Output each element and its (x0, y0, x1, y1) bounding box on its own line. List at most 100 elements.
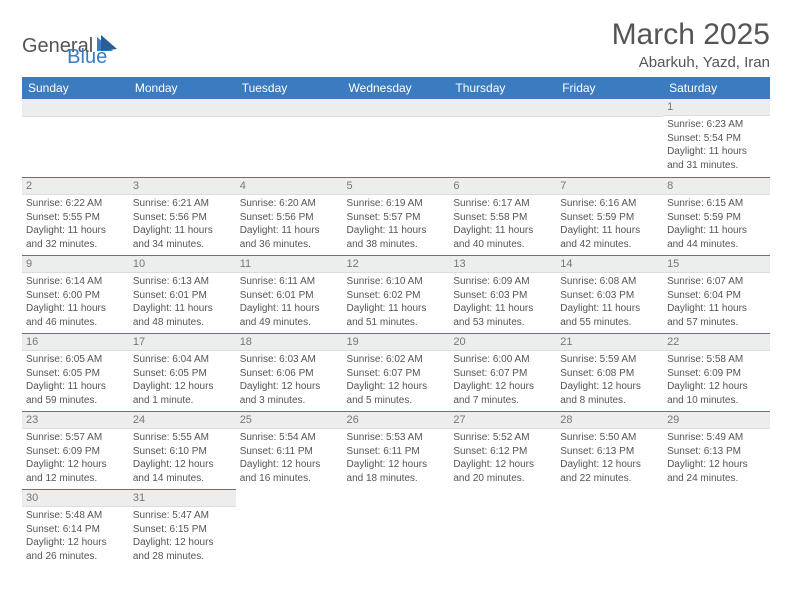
weekday-header: Tuesday (236, 77, 343, 99)
calendar-day-cell: 31Sunrise: 5:47 AMSunset: 6:15 PMDayligh… (129, 489, 236, 567)
sunrise-text: Sunrise: 6:17 AM (453, 197, 552, 211)
daylight-text: and 32 minutes. (26, 238, 125, 252)
day-number: 4 (236, 177, 343, 195)
calendar-day-cell: 25Sunrise: 5:54 AMSunset: 6:11 PMDayligh… (236, 411, 343, 489)
calendar-day-cell: 10Sunrise: 6:13 AMSunset: 6:01 PMDayligh… (129, 255, 236, 333)
day-details: Sunrise: 6:09 AMSunset: 6:03 PMDaylight:… (449, 273, 556, 333)
sunrise-text: Sunrise: 6:21 AM (133, 197, 232, 211)
calendar-day-cell: 14Sunrise: 6:08 AMSunset: 6:03 PMDayligh… (556, 255, 663, 333)
sunset-text: Sunset: 6:09 PM (26, 445, 125, 459)
blank-day (449, 99, 556, 117)
header: General Blue March 2025 Abarkuh, Yazd, I… (22, 18, 770, 71)
daylight-text: and 51 minutes. (347, 316, 446, 330)
sunrise-text: Sunrise: 6:10 AM (347, 275, 446, 289)
calendar-day-cell: 30Sunrise: 5:48 AMSunset: 6:14 PMDayligh… (22, 489, 129, 567)
sunrise-text: Sunrise: 5:53 AM (347, 431, 446, 445)
sunset-text: Sunset: 6:14 PM (26, 523, 125, 537)
day-number: 11 (236, 255, 343, 273)
day-number: 3 (129, 177, 236, 195)
calendar-day-cell (449, 99, 556, 177)
day-number: 5 (343, 177, 450, 195)
daylight-text: and 28 minutes. (133, 550, 232, 564)
calendar-day-cell: 28Sunrise: 5:50 AMSunset: 6:13 PMDayligh… (556, 411, 663, 489)
sunset-text: Sunset: 5:58 PM (453, 211, 552, 225)
blank-day (129, 99, 236, 117)
daylight-text: and 57 minutes. (667, 316, 766, 330)
calendar-week-row: 9 Sunrise: 6:14 AMSunset: 6:00 PM Daylight… (22, 255, 770, 333)
calendar-day-cell: 11Sunrise: 6:11 AMSunset: 6:01 PMDayligh… (236, 255, 343, 333)
sunrise-text: Sunrise: 6:20 AM (240, 197, 339, 211)
day-number: 1 (663, 99, 770, 116)
sunrise-text: Sunrise: 5:55 AM (133, 431, 232, 445)
calendar-day-cell: 2Sunrise: 6:22 AMSunset: 5:55 PMDaylight… (22, 177, 129, 255)
calendar-day-cell: 22Sunrise: 5:58 AMSunset: 6:09 PMDayligh… (663, 333, 770, 411)
day-details: Sunrise: 5:54 AMSunset: 6:11 PMDaylight:… (236, 429, 343, 489)
blank-day (22, 99, 129, 117)
daylight-text: and 53 minutes. (453, 316, 552, 330)
daylight-text: and 40 minutes. (453, 238, 552, 252)
daylight-text: Daylight: 12 hours (347, 380, 446, 394)
calendar-day-cell: 13Sunrise: 6:09 AMSunset: 6:03 PMDayligh… (449, 255, 556, 333)
day-number: 27 (449, 411, 556, 429)
day-details: Sunrise: 6:22 AMSunset: 5:55 PMDaylight:… (22, 195, 129, 255)
day-number: 30 (22, 489, 129, 507)
calendar-day-cell (236, 99, 343, 177)
sunset-text: Sunset: 6:01 PM (240, 289, 339, 303)
day-number: 17 (129, 333, 236, 351)
day-details: Sunrise: 5:48 AMSunset: 6:14 PMDaylight:… (22, 507, 129, 567)
daylight-text: Daylight: 11 hours (26, 380, 125, 394)
day-number: 22 (663, 333, 770, 351)
calendar-day-cell: 27Sunrise: 5:52 AMSunset: 6:12 PMDayligh… (449, 411, 556, 489)
calendar-day-cell: 3Sunrise: 6:21 AMSunset: 5:56 PMDaylight… (129, 177, 236, 255)
daylight-text: and 5 minutes. (347, 394, 446, 408)
sunset-text: Sunset: 6:11 PM (347, 445, 446, 459)
weekday-header-row: Sunday Monday Tuesday Wednesday Thursday… (22, 77, 770, 99)
calendar-day-cell (343, 99, 450, 177)
daylight-text: Daylight: 11 hours (667, 145, 766, 159)
daylight-text: and 44 minutes. (667, 238, 766, 252)
blank-day (556, 99, 663, 117)
day-number: 9 (22, 255, 129, 273)
daylight-text: and 55 minutes. (560, 316, 659, 330)
day-details: Sunrise: 6:19 AMSunset: 5:57 PMDaylight:… (343, 195, 450, 255)
daylight-text: Daylight: 11 hours (453, 224, 552, 238)
sunset-text: Sunset: 6:07 PM (347, 367, 446, 381)
daylight-text: Daylight: 11 hours (560, 224, 659, 238)
calendar-day-cell (663, 489, 770, 567)
daylight-text: and 49 minutes. (240, 316, 339, 330)
logo-text-blue: Blue (67, 46, 107, 69)
daylight-text: Daylight: 12 hours (667, 458, 766, 472)
daylight-text: Daylight: 12 hours (453, 380, 552, 394)
day-details: Sunrise: 6:16 AMSunset: 5:59 PMDaylight:… (556, 195, 663, 255)
weekday-header: Thursday (449, 77, 556, 99)
sunrise-text: Sunrise: 6:09 AM (453, 275, 552, 289)
blank-day (236, 99, 343, 117)
calendar-table: Sunday Monday Tuesday Wednesday Thursday… (22, 77, 770, 567)
daylight-text: Daylight: 11 hours (133, 224, 232, 238)
sunset-text: Sunset: 6:15 PM (133, 523, 232, 537)
calendar-day-cell: 7Sunrise: 6:16 AMSunset: 5:59 PMDaylight… (556, 177, 663, 255)
day-details: Sunrise: 5:55 AMSunset: 6:10 PMDaylight:… (129, 429, 236, 489)
sunset-text: Sunset: 6:03 PM (453, 289, 552, 303)
sunset-text: Sunset: 6:05 PM (133, 367, 232, 381)
daylight-text: Daylight: 11 hours (667, 224, 766, 238)
weekday-header: Friday (556, 77, 663, 99)
calendar-day-cell (556, 99, 663, 177)
day-number: 29 (663, 411, 770, 429)
day-number: 16 (22, 333, 129, 351)
blank-day (343, 99, 450, 117)
sunset-text: Sunset: 6:13 PM (667, 445, 766, 459)
day-number: 19 (343, 333, 450, 351)
sunset-text: Sunset: 6:00 PM (26, 289, 125, 303)
sunrise-text: Sunrise: 5:48 AM (26, 509, 125, 523)
sunrise-text: Sunrise: 5:59 AM (560, 353, 659, 367)
sunrise-text: Sunrise: 6:14 AM (26, 275, 125, 289)
sunset-text: Sunset: 5:56 PM (240, 211, 339, 225)
daylight-text: Daylight: 11 hours (347, 224, 446, 238)
day-details: Sunrise: 6:11 AMSunset: 6:01 PMDaylight:… (236, 273, 343, 333)
daylight-text: Daylight: 11 hours (560, 302, 659, 316)
weekday-header: Saturday (663, 77, 770, 99)
calendar-week-row: 23Sunrise: 5:57 AMSunset: 6:09 PMDayligh… (22, 411, 770, 489)
daylight-text: Daylight: 12 hours (26, 536, 125, 550)
sunset-text: Sunset: 6:03 PM (560, 289, 659, 303)
